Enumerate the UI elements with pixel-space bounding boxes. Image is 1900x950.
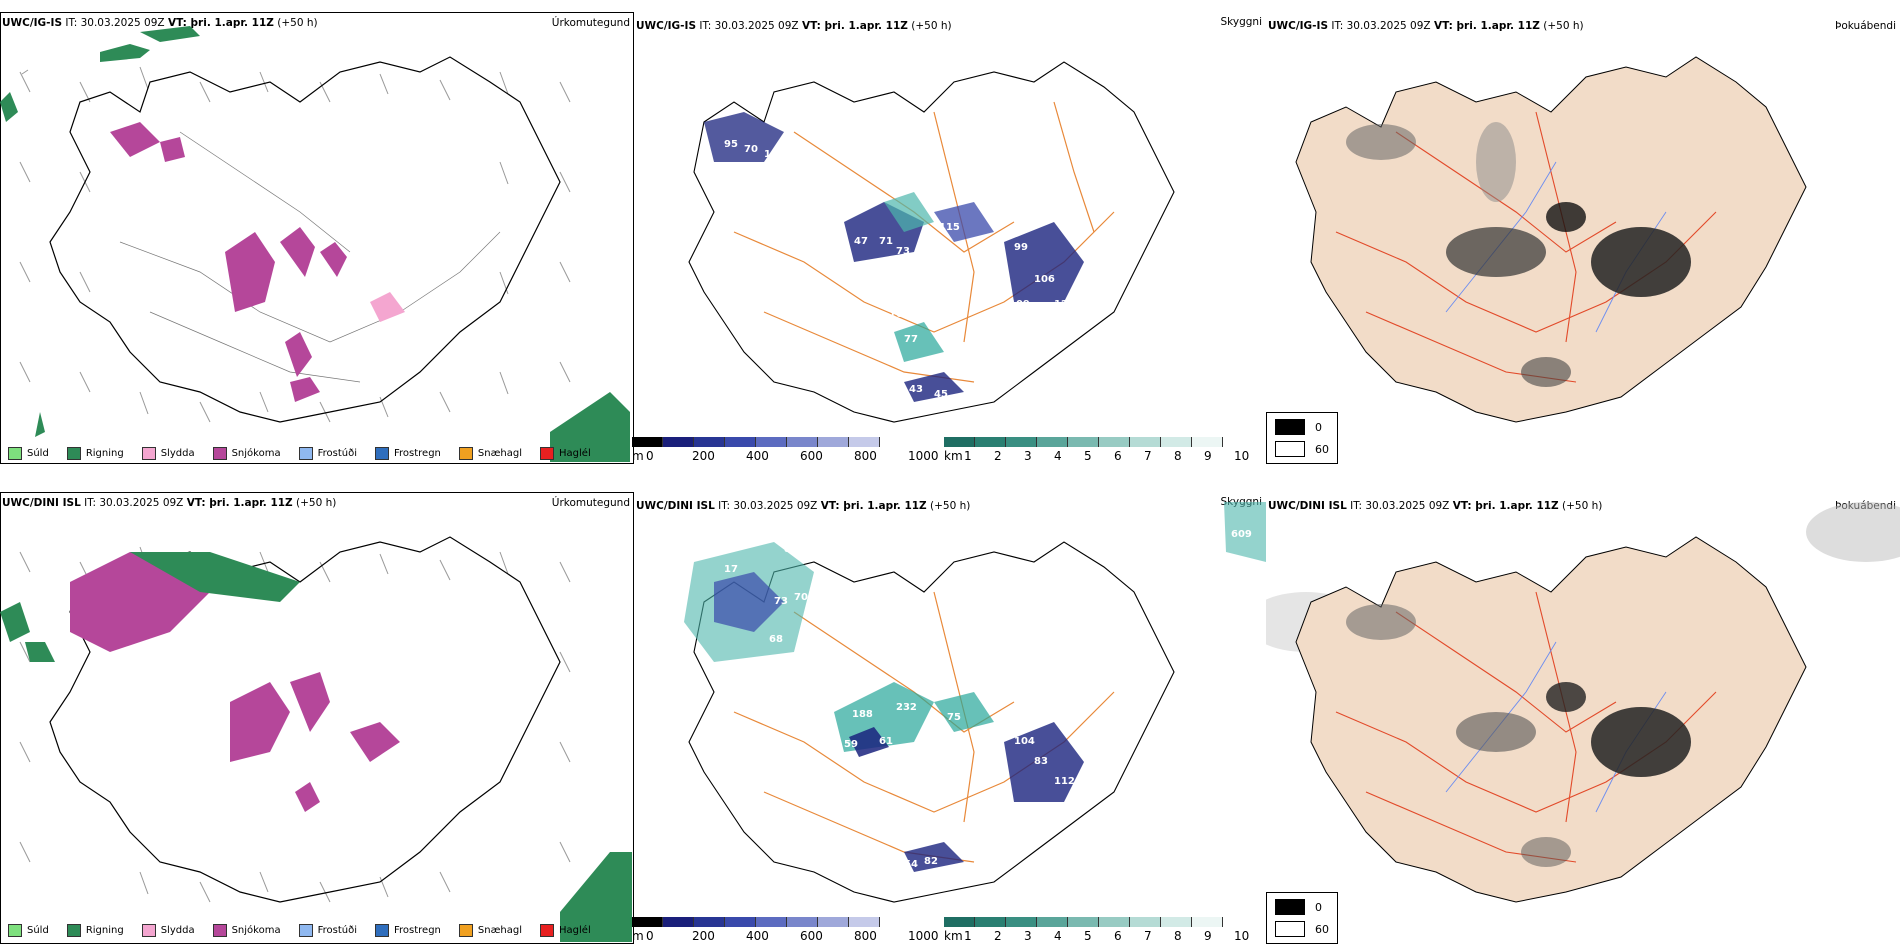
value-label: 16 <box>764 149 778 160</box>
value-label: 43 <box>909 384 923 395</box>
value-label: 8 <box>909 359 916 370</box>
svg-text:104: 104 <box>1014 736 1035 747</box>
visibility-unit: km <box>944 449 963 463</box>
value-label: 53 <box>784 234 798 245</box>
value-label: 73 <box>896 246 910 257</box>
visibility-colorbar: km 1 2 3 4 5 6 7 8 9 10 <box>944 437 1249 463</box>
svg-text:54: 54 <box>904 859 918 870</box>
value-label: 45 <box>934 389 948 400</box>
svg-text:112: 112 <box>1054 776 1075 787</box>
value-label: 70 <box>744 144 758 155</box>
ceiling-colorbar: m 0 200 400 600 800 1000 <box>632 917 939 943</box>
legend-item: Snjókoma <box>212 447 281 460</box>
legend-item: Frostregn <box>375 447 441 460</box>
iceland-outline <box>688 61 1175 423</box>
value-label: 160 <box>889 309 910 320</box>
value-label: 77 <box>904 334 918 345</box>
iceland-outline <box>49 56 561 423</box>
svg-text:70: 70 <box>794 592 808 603</box>
svg-text:868: 868 <box>784 544 805 555</box>
fog-index-key: 0 60 <box>1266 412 1338 464</box>
value-label: 99 <box>1014 242 1028 253</box>
precip-panel-dini: UWC/DINI ISL IT: 30.03.2025 09Z VT: þri.… <box>0 492 634 944</box>
ceiling-areas <box>704 112 1084 402</box>
svg-text:232: 232 <box>896 702 917 713</box>
panel-header: UWC/IG-IS IT: 30.03.2025 09Z VT: þri. 1.… <box>2 17 318 29</box>
road-network <box>119 131 501 383</box>
legend-item: Rigning <box>66 447 124 460</box>
valid-time: VT: þri. 1.apr. 11Z <box>167 17 274 29</box>
fog-areas <box>1346 604 1691 867</box>
visibility-colorbar: km 1 2 3 4 5 6 7 8 9 10 <box>944 917 1249 943</box>
map-frame <box>0 12 634 464</box>
value-label: 71 <box>879 236 893 247</box>
value-label: 109 <box>1009 299 1030 310</box>
svg-text:609: 609 <box>1231 529 1252 540</box>
init-time: IT: 30.03.2025 09Z <box>65 17 165 29</box>
panel-title: Þokuábendi <box>1835 20 1896 32</box>
value-label: 65 <box>919 236 933 247</box>
fog-key-row: 0 <box>1275 419 1329 435</box>
svg-text:59: 59 <box>844 739 858 750</box>
value-label: 95 <box>724 139 738 150</box>
panel-header: UWC/IG-IS IT: 30.03.2025 09Z VT: þri. 1.… <box>636 20 952 32</box>
legend-item: Snæhagl <box>458 447 522 460</box>
precip-areas <box>0 552 632 942</box>
panel-title: Úrkomutegund <box>551 17 630 29</box>
panel-header: UWC/DINI ISL IT: 30.03.2025 09Z VT: þri.… <box>2 497 337 509</box>
svg-text:82: 82 <box>924 856 938 867</box>
fog-key-row: 60 <box>1275 441 1329 457</box>
visibility-map: 95 70 16 65 71 73 47 53 115 99 106 109 1… <box>688 61 1175 423</box>
precip-legend: Súld Rigning Slydda Snjókoma Frostúði Fr… <box>8 447 591 460</box>
fog-index-key: 0 60 <box>1266 892 1338 944</box>
panel-header: UWC/DINI ISL IT: 30.03.2025 09Z VT: þri.… <box>1268 500 1603 512</box>
value-label: 106 <box>1034 274 1055 285</box>
legend-item: Haglél <box>540 447 591 460</box>
fog-map <box>1266 502 1900 903</box>
svg-text:73: 73 <box>774 596 788 607</box>
ceiling-unit: m <box>632 449 644 463</box>
svg-text:75: 75 <box>947 712 961 723</box>
value-label: 47 <box>854 236 868 247</box>
precip-map <box>0 536 632 942</box>
precip-areas <box>0 26 630 462</box>
precip-legend: Súld Rigning Slydda Snjókoma Frostúði Fr… <box>8 924 591 937</box>
value-label: 115 <box>939 222 960 233</box>
svg-text:61: 61 <box>879 736 893 747</box>
panel-header: UWC/IG-IS IT: 30.03.2025 09Z VT: þri. 1.… <box>1268 20 1584 32</box>
legend-item: Frostúði <box>298 447 357 460</box>
ceiling-areas <box>684 502 1266 872</box>
panel-title: Skyggni <box>1220 16 1263 28</box>
svg-text:17: 17 <box>724 564 738 575</box>
precip-map <box>0 26 630 462</box>
precip-panel-igis: UWC/IG-IS IT: 30.03.2025 09Z VT: þri. 1.… <box>0 12 634 464</box>
svg-text:79: 79 <box>724 664 738 675</box>
visibility-panel-igis: UWC/IG-IS IT: 30.03.2025 09Z VT: þri. 1.… <box>634 12 1266 464</box>
ceiling-colorbar: m 0 200 400 600 800 1000 <box>632 437 939 463</box>
map-frame <box>0 492 634 944</box>
visibility-panel-dini: UWC/DINI ISL IT: 30.03.2025 09Z VT: þri.… <box>634 492 1266 944</box>
panel-title: Úrkomutegund <box>551 497 630 509</box>
ceiling-labels: 95 70 16 65 71 73 47 53 115 99 106 109 1… <box>724 139 1068 400</box>
legend-item: Súld <box>8 447 49 460</box>
ceiling-labels: 868 17 70 73 68 79 188 232 59 61 75 104 … <box>724 529 1252 870</box>
visibility-map: 868 17 70 73 68 79 188 232 59 61 75 104 … <box>684 502 1266 903</box>
svg-text:188: 188 <box>852 709 873 720</box>
svg-text:68: 68 <box>769 634 783 645</box>
fog-panel-dini: UWC/DINI ISL IT: 30.03.2025 09Z VT: þri.… <box>1266 492 1900 944</box>
fog-areas <box>1346 122 1691 387</box>
panel-header: UWC/DINI ISL IT: 30.03.2025 09Z VT: þri.… <box>636 500 971 512</box>
fog-panel-igis: UWC/IG-IS IT: 30.03.2025 09Z VT: þri. 1.… <box>1266 12 1900 464</box>
lead-time: (+50 h) <box>277 17 318 29</box>
legend-item: Slydda <box>141 447 195 460</box>
model-name: UWC/IG-IS <box>2 17 63 29</box>
fog-map <box>1295 56 1807 423</box>
svg-text:83: 83 <box>1034 756 1048 767</box>
value-label: 12 <box>1054 299 1068 310</box>
